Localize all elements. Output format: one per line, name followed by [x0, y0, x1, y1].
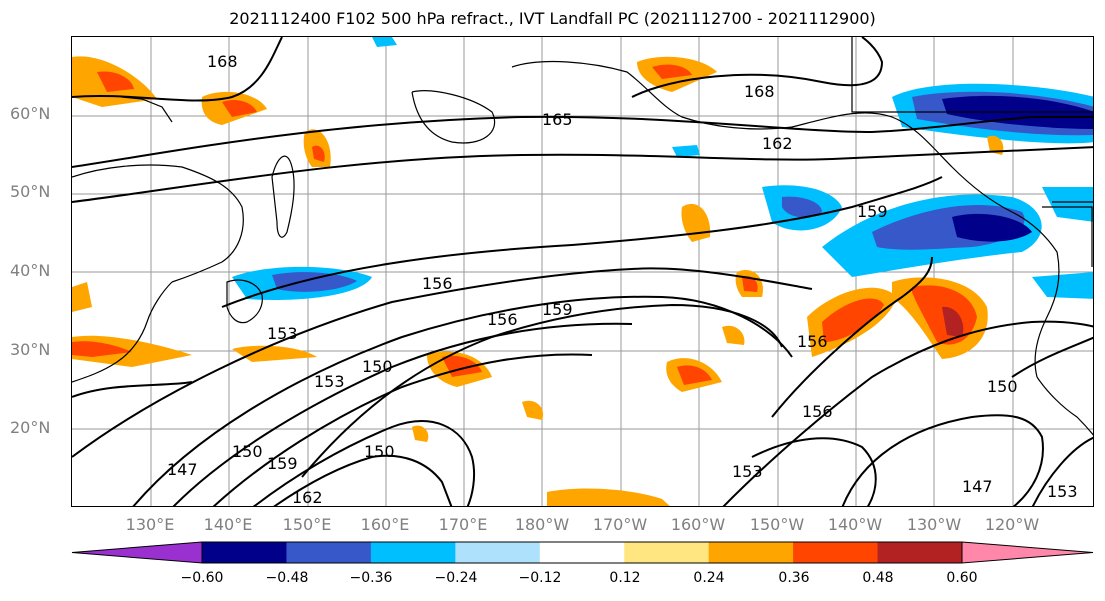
colorbar-segment: [202, 542, 287, 563]
map-panel: 168 165 168 162 159 156 159 156 153 150 …: [71, 36, 1094, 507]
colorbar-extend-low: [72, 542, 202, 563]
colorbar-tick: −0.12: [518, 570, 562, 586]
lon-label: 140°E: [203, 515, 253, 534]
height-contours: [72, 37, 1093, 506]
colorbar-tick: 0.36: [778, 570, 810, 586]
contour-label: 162: [292, 488, 323, 507]
colorbar-segment: [624, 542, 710, 563]
lat-label: 40°N: [10, 261, 51, 280]
colorbar: [71, 541, 1094, 564]
colorbar-tick: 0.12: [609, 570, 641, 586]
lon-label: 170°E: [438, 515, 488, 534]
colorbar-tick: 0.60: [946, 570, 978, 586]
lon-label: 150°E: [282, 515, 332, 534]
contour-label: 150: [987, 377, 1018, 396]
colorbar-tick: 0.24: [693, 570, 725, 586]
contour-label: 156: [487, 310, 518, 329]
colorbar-tick: −0.48: [265, 570, 309, 586]
contour-label: 150: [362, 357, 393, 376]
lon-label: 160°W: [670, 515, 726, 534]
contour-label: 150: [364, 442, 395, 461]
contour-label: 150: [232, 442, 263, 461]
colorbar-segment: [708, 542, 794, 563]
colorbar-segment: [877, 542, 963, 563]
gridlines: [72, 37, 1093, 506]
contour-label: 159: [267, 454, 298, 473]
lon-label: 140°W: [827, 515, 883, 534]
lat-label: 30°N: [10, 340, 51, 359]
contour-label: 156: [422, 274, 453, 293]
contour-label: 147: [962, 477, 993, 496]
contour-label: 147: [167, 460, 198, 479]
map-canvas: 168 165 168 162 159 156 159 156 153 150 …: [72, 37, 1093, 507]
lon-label: 150°W: [749, 515, 805, 534]
contour-label: 156: [797, 332, 828, 351]
contour-label: 153: [732, 462, 763, 481]
lon-label: 130°E: [125, 515, 175, 534]
colorbar-extend-high: [962, 542, 1093, 563]
colorbar-segment: [793, 542, 879, 563]
contour-label: 153: [267, 324, 298, 343]
lat-label: 50°N: [10, 182, 51, 201]
map-title: 2021112400 F102 500 hPa refract., IVT La…: [229, 9, 876, 28]
contour-label: 153: [1047, 482, 1078, 501]
colorbar-tick: −0.36: [349, 570, 393, 586]
lon-label: 120°W: [984, 515, 1040, 534]
contour-label: 168: [744, 82, 775, 101]
contour-label: 159: [857, 202, 888, 221]
contour-label: 162: [762, 134, 793, 153]
colorbar-segment: [455, 542, 541, 563]
contour-label: 159: [542, 300, 573, 319]
lon-label: 130°W: [906, 515, 962, 534]
colorbar-tick: −0.60: [180, 570, 224, 586]
lon-label: 180°W: [514, 515, 570, 534]
contour-label: 153: [314, 372, 345, 391]
contour-label: 156: [802, 402, 833, 421]
lat-label: 20°N: [10, 418, 51, 437]
coastlines: [72, 37, 1093, 436]
contour-labels: 168 165 168 162 159 156 159 156 153 150 …: [167, 52, 1078, 507]
positive-ivt-shading: [72, 56, 1004, 506]
lat-label: 60°N: [10, 104, 51, 123]
colorbar-segments: [72, 542, 1093, 563]
colorbar-segment: [286, 542, 372, 563]
contour-label: 168: [207, 52, 238, 71]
colorbar-tick: −0.24: [434, 570, 478, 586]
lon-label: 160°E: [360, 515, 410, 534]
colorbar-segment: [539, 542, 625, 563]
lon-label: 170°W: [592, 515, 648, 534]
contour-label: 165: [542, 110, 573, 129]
colorbar-segment: [370, 542, 456, 563]
colorbar-tick: 0.48: [862, 570, 894, 586]
